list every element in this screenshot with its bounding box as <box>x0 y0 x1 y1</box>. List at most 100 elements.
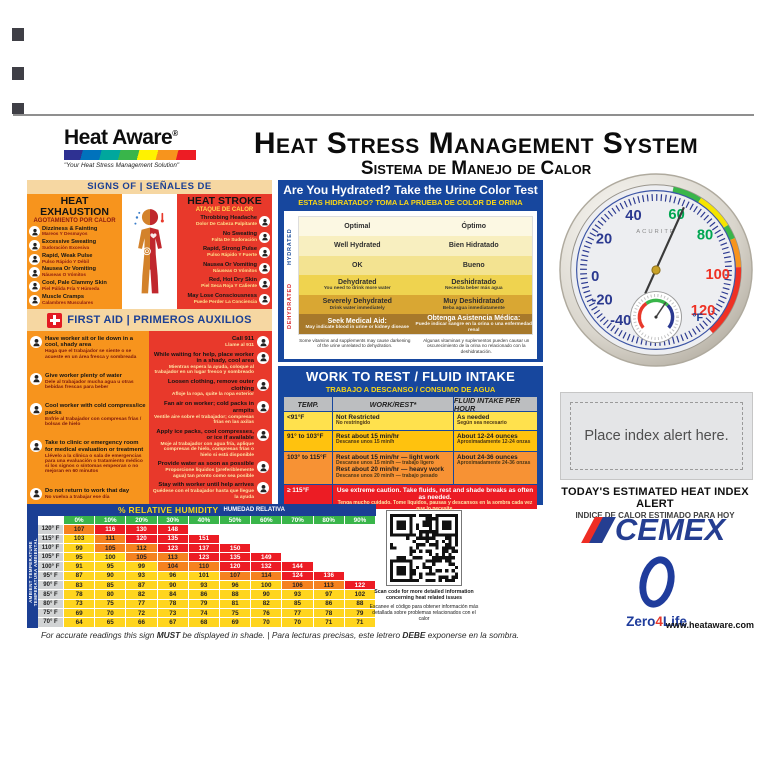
heat-index-cell: 96 <box>220 581 252 591</box>
heat-index-cell: 105 <box>95 543 127 554</box>
signs-header: SIGNS OF | SEÑALES DE <box>27 180 272 194</box>
symptom-es: Mareos Y Desmayos <box>42 231 88 237</box>
heat-index-cell: 97 <box>313 590 345 600</box>
heat-index-cell: 90% <box>344 516 376 526</box>
heat-index-cell: 69 <box>220 618 252 628</box>
symptom-en: Throbbing Headache <box>200 215 257 222</box>
symptom-en: Nausea Or Vomiting <box>203 261 257 268</box>
heat-index-cell <box>344 571 376 582</box>
heat-index-cell: 86 <box>313 599 345 609</box>
heat-index-cell: 90 <box>95 571 127 582</box>
step-es: Mientras espera la ayuda, coloque al tra… <box>154 365 254 376</box>
heat-index-cell: 103 <box>64 534 96 544</box>
thermometer-dial: -40 -20 0 20 40 60 80 100 120 ACURITE °F <box>559 173 753 367</box>
heat-index-cell: 135 <box>220 553 252 563</box>
hydrated-label: HYDRATED <box>287 228 293 265</box>
heat-index-cell: 73 <box>157 608 189 619</box>
first-aid-step: Take to clinic or emergency room for med… <box>30 440 146 474</box>
heat-index-cell: 84 <box>157 590 189 600</box>
heat-index-cell: 106 <box>282 581 314 591</box>
symptom-en: No Sweating <box>222 230 257 237</box>
heat-index-cell: 135 <box>157 534 189 544</box>
heat-index-cell: 112 <box>126 543 158 554</box>
symptom-en: Nausea Or Vomiting <box>42 266 96 273</box>
heat-index-cell: 87 <box>126 581 158 591</box>
first-aid-step: Loosen clothing, remove outer clothing Af… <box>152 379 269 398</box>
thermometer: -40 -20 0 20 40 60 80 100 120 ACURITE °F <box>558 172 754 368</box>
symptom-es: Sudoración Excesiva <box>42 245 90 251</box>
alert-title: TODAY'S ESTIMATED HEAT INDEX ALERT INDIC… <box>549 486 761 520</box>
symptom-row: Nausea Or Vomiting Náuseas O Vómitos <box>28 266 121 280</box>
urine-color-row: Seek Medical Aid: May indicate blood in u… <box>299 314 532 334</box>
heat-index-cell <box>220 534 252 544</box>
heat-index-cell: 102 <box>344 590 376 600</box>
heat-index-alert-box: Place index alert here. <box>560 392 753 480</box>
heat-exhaustion-title: HEAT EXHAUSTION AGOTAMIENTO POR CALOR <box>33 195 116 225</box>
step-en: Loosen clothing, remove outer clothing <box>167 379 254 392</box>
step-es: Afloje la ropa, quite la ropa exterior <box>171 392 254 398</box>
alert-title-en: TODAY'S ESTIMATED HEAT INDEX ALERT <box>561 486 749 511</box>
symptom-row: May Lose Consciousness Puede Perder La Co… <box>178 292 271 308</box>
zero4life-logo: Zero4Life <box>560 552 753 629</box>
heat-index-cell <box>344 562 376 572</box>
stay-with-worker-icon <box>257 482 269 495</box>
cemex-wordmark: CEMEX <box>614 512 726 547</box>
dial-number: 100 <box>705 267 730 283</box>
step-en: Give worker plenty of water <box>45 372 122 379</box>
symptom-row: Rapid, Strong Pulse Pulso Rápido Y Fuerte <box>178 245 271 261</box>
strong-pulse-icon <box>259 247 270 259</box>
heat-index-cell: 79 <box>188 599 220 609</box>
symptom-row: Excessive Sweating Sudoración Excesiva <box>28 239 121 253</box>
dial-number: -20 <box>591 292 612 308</box>
heat-aware-logo: Heat Aware® "Your Heat Stress Management… <box>64 127 196 169</box>
no-sweating-icon <box>259 231 270 243</box>
heat-index-cell: 120° F <box>38 525 64 535</box>
heat-index-cell: 83 <box>64 581 96 591</box>
heat-index-cell: 76 <box>251 608 283 619</box>
heat-index-cell: 80 <box>95 590 127 600</box>
zero4life-wordmark: Zero4Life <box>626 614 687 629</box>
loosen-clothing-icon <box>257 379 269 392</box>
step-en: Stay with worker until help arrives <box>158 482 254 489</box>
heat-index-cell: 113 <box>313 581 345 591</box>
move-to-shade-icon <box>257 351 269 364</box>
heat-index-cell: 101 <box>188 571 220 582</box>
heat-index-cell: 95 <box>95 562 127 572</box>
page-title: Heat Stress Management System Sistema de… <box>232 129 720 180</box>
heat-index-cell: 93 <box>126 571 158 582</box>
hydration-title-es: ESTAS HIDRATADO? TOMA LA PRUEBA DE COLOR… <box>298 197 523 207</box>
heat-index-cell: 95° F <box>38 571 64 582</box>
heat-index-cell: 71 <box>313 618 345 628</box>
heat-index-cell <box>188 525 220 535</box>
heat-index-cell: 151 <box>188 534 220 544</box>
heat-index-cell: 110° F <box>38 543 64 554</box>
weak-pulse-icon <box>29 253 40 265</box>
step-en: Fan air on worker; cold packs in armpits <box>163 401 254 414</box>
alert-title-es: INDICE DE CALOR ESTIMADO PARA HOY <box>575 511 735 521</box>
rainbow-bar <box>64 150 196 160</box>
symptom-en: Cool, Pale Clammy Skin <box>42 280 107 287</box>
heat-index-cell: 60% <box>251 516 283 526</box>
heat-index-cell: 136 <box>313 571 345 582</box>
heat-index-cell <box>251 543 283 554</box>
medical-care-icon <box>30 440 42 453</box>
call-911-icon <box>257 336 269 348</box>
heat-index-cell: 81 <box>220 599 252 609</box>
symptom-es: Pulso Rápido Y Débil <box>42 258 89 264</box>
headache-icon <box>259 216 270 228</box>
first-aid-title: FIRST AID | PRIMEROS AUXILIOS <box>67 314 252 326</box>
first-aid-step: Have worker sit or lie down in a cool, s… <box>30 336 146 360</box>
heat-index-cell <box>313 525 345 535</box>
symptom-row: Red, Hot Dry Skin Piel Seca Roja Y Calien… <box>178 276 271 292</box>
heat-index-cell: 86 <box>188 590 220 600</box>
symptom-en: Dizziness & Fainting <box>42 225 98 232</box>
heat-index-cell: 88 <box>344 599 376 609</box>
heat-index-cell: 82 <box>126 590 158 600</box>
urine-color-row: Dehydrated You need to drink more water D… <box>299 275 532 295</box>
fahrenheit-label: °F <box>692 312 703 324</box>
heat-index-cell: 78 <box>157 599 189 609</box>
heat-index-cell: 90° F <box>38 581 64 591</box>
zero4life-o-icon <box>633 552 680 612</box>
symptom-es: Puede Perder La Conciencia <box>193 298 257 304</box>
symptom-row: Rapid, Weak Pulse Pulso Rápido Y Débil <box>28 252 121 266</box>
